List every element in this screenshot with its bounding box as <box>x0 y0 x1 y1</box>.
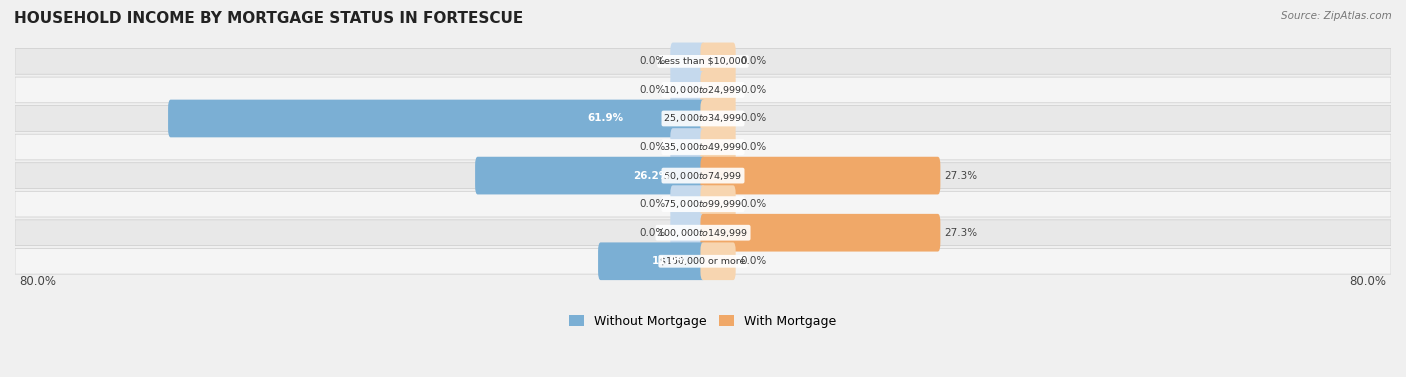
Text: 27.3%: 27.3% <box>945 171 977 181</box>
FancyBboxPatch shape <box>700 128 735 166</box>
FancyBboxPatch shape <box>700 100 735 137</box>
Text: $35,000 to $49,999: $35,000 to $49,999 <box>664 141 742 153</box>
Text: HOUSEHOLD INCOME BY MORTGAGE STATUS IN FORTESCUE: HOUSEHOLD INCOME BY MORTGAGE STATUS IN F… <box>14 11 523 26</box>
Text: 0.0%: 0.0% <box>740 85 766 95</box>
Text: 0.0%: 0.0% <box>740 113 766 124</box>
FancyBboxPatch shape <box>700 185 735 223</box>
FancyBboxPatch shape <box>700 157 941 195</box>
Text: $10,000 to $24,999: $10,000 to $24,999 <box>664 84 742 96</box>
FancyBboxPatch shape <box>671 214 706 251</box>
FancyBboxPatch shape <box>598 242 706 280</box>
Text: 27.3%: 27.3% <box>945 228 977 238</box>
Text: 0.0%: 0.0% <box>640 57 666 66</box>
Text: 26.2%: 26.2% <box>633 171 669 181</box>
Text: $25,000 to $34,999: $25,000 to $34,999 <box>664 112 742 124</box>
Text: $75,000 to $99,999: $75,000 to $99,999 <box>664 198 742 210</box>
FancyBboxPatch shape <box>15 134 1391 160</box>
FancyBboxPatch shape <box>671 128 706 166</box>
FancyBboxPatch shape <box>15 220 1391 245</box>
Text: 0.0%: 0.0% <box>740 57 766 66</box>
FancyBboxPatch shape <box>700 214 941 251</box>
FancyBboxPatch shape <box>15 106 1391 131</box>
FancyBboxPatch shape <box>700 71 735 109</box>
FancyBboxPatch shape <box>169 100 706 137</box>
Text: 0.0%: 0.0% <box>640 228 666 238</box>
Text: 11.9%: 11.9% <box>651 256 688 266</box>
FancyBboxPatch shape <box>671 71 706 109</box>
Text: Less than $10,000: Less than $10,000 <box>659 57 747 66</box>
Text: Source: ZipAtlas.com: Source: ZipAtlas.com <box>1281 11 1392 21</box>
FancyBboxPatch shape <box>15 49 1391 74</box>
Text: $150,000 or more: $150,000 or more <box>661 257 745 266</box>
Text: 61.9%: 61.9% <box>588 113 623 124</box>
FancyBboxPatch shape <box>700 242 735 280</box>
FancyBboxPatch shape <box>15 163 1391 188</box>
Legend: Without Mortgage, With Mortgage: Without Mortgage, With Mortgage <box>564 310 842 333</box>
Text: $50,000 to $74,999: $50,000 to $74,999 <box>664 170 742 182</box>
FancyBboxPatch shape <box>700 43 735 80</box>
Text: 0.0%: 0.0% <box>640 85 666 95</box>
FancyBboxPatch shape <box>15 77 1391 103</box>
FancyBboxPatch shape <box>475 157 706 195</box>
Text: $100,000 to $149,999: $100,000 to $149,999 <box>658 227 748 239</box>
Text: 0.0%: 0.0% <box>740 256 766 266</box>
Text: 0.0%: 0.0% <box>740 142 766 152</box>
FancyBboxPatch shape <box>15 191 1391 217</box>
Text: 0.0%: 0.0% <box>640 199 666 209</box>
FancyBboxPatch shape <box>671 43 706 80</box>
Text: 0.0%: 0.0% <box>740 199 766 209</box>
FancyBboxPatch shape <box>671 185 706 223</box>
Text: 0.0%: 0.0% <box>640 142 666 152</box>
FancyBboxPatch shape <box>15 248 1391 274</box>
Text: 80.0%: 80.0% <box>20 275 56 288</box>
Text: 80.0%: 80.0% <box>1350 275 1386 288</box>
